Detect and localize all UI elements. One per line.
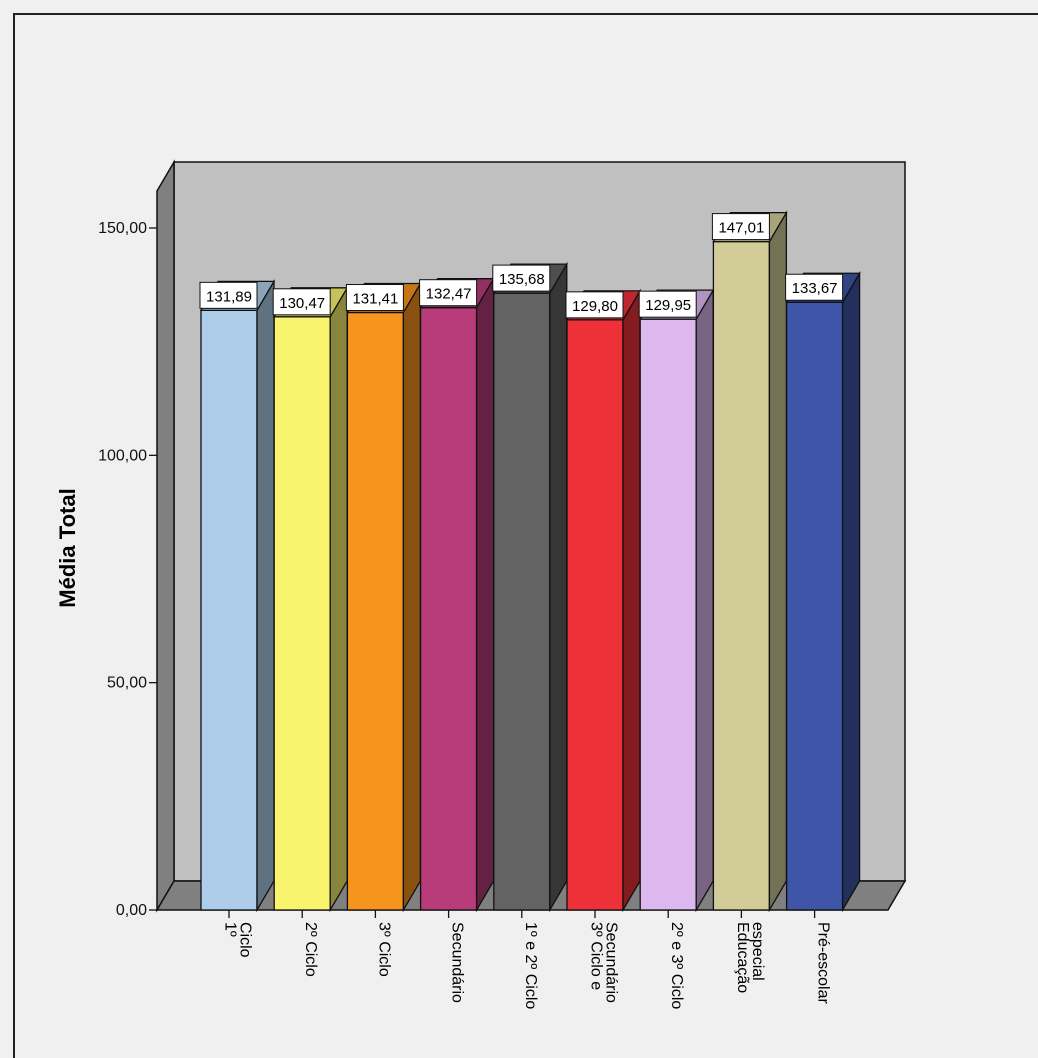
bar-side (549, 261, 568, 913)
data-label-box (638, 290, 697, 318)
data-label: 132,47 (426, 286, 472, 303)
bar-side (841, 270, 861, 913)
bar-side (402, 281, 422, 913)
data-label: 131,89 (206, 288, 252, 305)
category-label: Secundário (449, 922, 466, 1003)
bar-front (785, 301, 844, 911)
bar: 132,47 (419, 276, 495, 913)
category-label-line: Educação (734, 922, 751, 993)
bars-group: 131,89 130,47 131,41 132,47 135,68 129,80 129,… (199, 210, 861, 913)
bar-front (712, 240, 771, 911)
data-label: 147,01 (718, 220, 764, 237)
data-label-box (492, 264, 551, 292)
category-label: 2º e 3º Ciclo (668, 922, 685, 1009)
category-label-line: 2º Ciclo (302, 922, 319, 977)
data-label-box (565, 291, 624, 319)
bar-front (493, 292, 551, 911)
category-label: 3º Ciclo eSecundário (588, 922, 620, 1003)
category-label: 3º Ciclo (375, 922, 392, 977)
bar: 131,41 (345, 281, 422, 913)
bar: 133,67 (785, 270, 861, 913)
category-label-line: 1º (222, 922, 239, 937)
y-tick-label: 150,00 (98, 220, 147, 237)
bar: 130,47 (272, 285, 349, 913)
category-label: Educaçãoespecial (734, 922, 766, 993)
bar-side (475, 276, 495, 913)
bar: 129,95 (638, 287, 715, 913)
bar: 147,01 (711, 210, 788, 913)
category-label-line: 2º e 3º Ciclo (668, 922, 685, 1009)
category-label: 1º e 2º Ciclo (522, 922, 539, 1009)
data-label-box (199, 281, 258, 309)
bar-side (256, 278, 275, 913)
bar-side (329, 285, 348, 913)
bar-side (622, 288, 641, 913)
category-label-line: especial (749, 922, 766, 981)
category-label-line: Secundário (603, 922, 620, 1003)
y-tick-label: 100,00 (98, 447, 147, 464)
bar-side (768, 210, 788, 913)
data-label: 135,68 (499, 271, 545, 288)
category-label-line: 1º e 2º Ciclo (522, 922, 539, 1009)
y-tick-label: 0,00 (116, 902, 147, 919)
y-axis: 0,00 50,00 100,00 150,00 (98, 220, 157, 919)
category-labels: 1ºCiclo 2º Ciclo 3º Ciclo Secundário 1º e 2º… (222, 910, 832, 1009)
data-label-box (345, 284, 404, 312)
left-wall (156, 159, 175, 913)
data-label: 133,67 (792, 280, 838, 297)
y-tick-label: 50,00 (107, 675, 147, 692)
bar-front (639, 318, 697, 911)
chart-frame (13, 13, 1038, 1058)
category-label: Pré-escolar (815, 922, 832, 1004)
data-label-box (785, 273, 844, 301)
category-label-line: Ciclo (237, 922, 254, 958)
bar-front (200, 309, 258, 911)
data-label-box (272, 288, 331, 316)
data-label: 129,95 (645, 297, 691, 314)
bar-side (695, 287, 714, 913)
bar-front (419, 307, 478, 911)
data-label: 131,41 (352, 291, 398, 308)
data-label: 130,47 (279, 295, 325, 312)
bar-front (273, 316, 331, 911)
category-label-line: Pré-escolar (815, 922, 832, 1004)
bar: 131,89 (199, 278, 276, 913)
category-label-line: Secundário (449, 922, 466, 1003)
data-label-box (419, 279, 478, 307)
bar-front (346, 311, 405, 911)
data-label: 129,80 (572, 298, 618, 315)
bar: 135,68 (492, 261, 568, 913)
category-label: 2º Ciclo (302, 922, 319, 977)
category-label-line: 3º Ciclo (375, 922, 392, 977)
category-label: 1ºCiclo (222, 922, 254, 958)
category-label-line: 3º Ciclo e (588, 922, 605, 990)
y-axis-label: Média Total (55, 488, 80, 607)
data-label-box (711, 213, 770, 241)
bar-front (566, 319, 624, 911)
bar: 129,80 (565, 288, 642, 913)
